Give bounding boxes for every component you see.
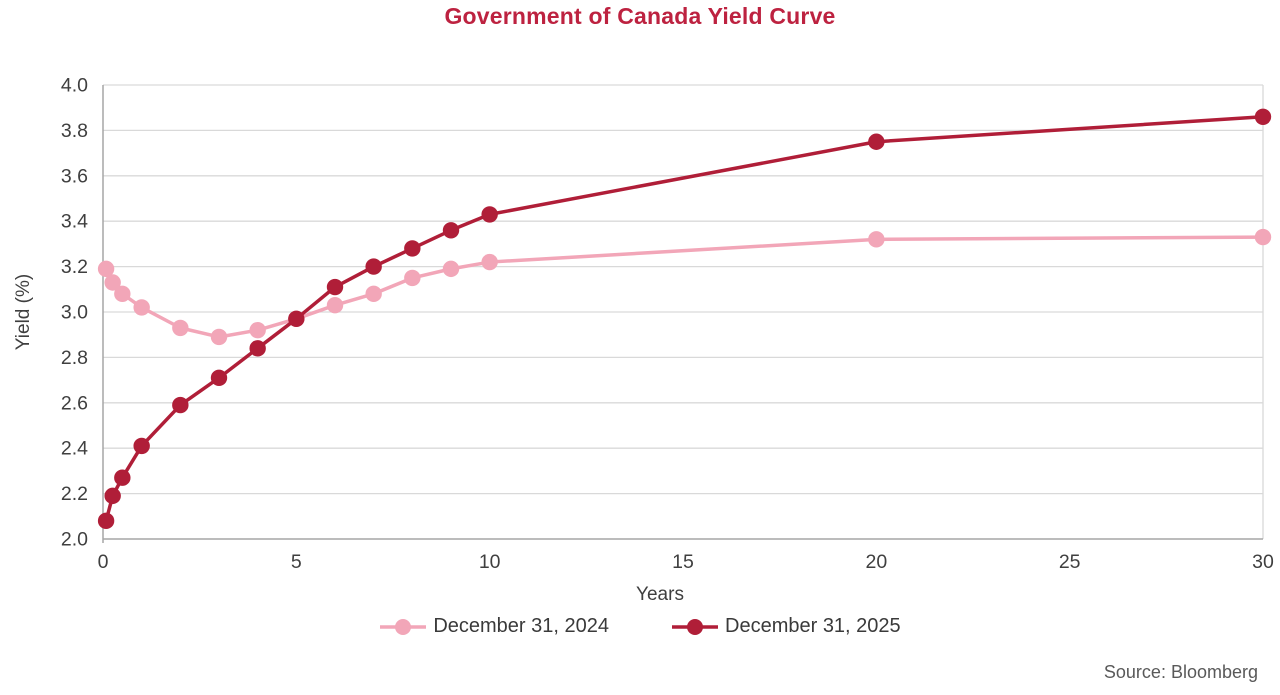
data-point-marker (104, 274, 121, 291)
data-point-marker (442, 222, 460, 239)
y-tick-label: 3.4 (61, 211, 88, 233)
y-tick-label: 2.4 (61, 438, 88, 460)
data-point-marker (481, 253, 498, 271)
series-line (104, 115, 1264, 522)
data-point-marker (442, 260, 460, 278)
data-point-marker (868, 133, 885, 150)
source-note: Source: Bloomberg (1103, 662, 1258, 682)
x-tick-label: 25 (1059, 551, 1081, 573)
data-point-marker (365, 285, 382, 303)
x-tick-label: 0 (98, 551, 109, 573)
data-point-marker (249, 321, 266, 339)
legend-item: December 31, 2025 (671, 615, 901, 638)
y-tick-label: 2.8 (61, 347, 88, 369)
legend: December 31, 2024 December 31, 2025 (0, 615, 1280, 638)
x-tick-label: 15 (672, 551, 694, 573)
y-tick-label: 3.0 (61, 302, 88, 324)
y-axis-label: Yield (%) (13, 273, 34, 351)
legend-label: December 31, 2024 (433, 615, 609, 637)
legend-item: December 31, 2024 (379, 615, 609, 638)
x-tick-label: 10 (479, 551, 501, 573)
data-point-marker (114, 285, 131, 303)
y-tick-label: 2.6 (61, 392, 88, 414)
data-point-marker (133, 437, 150, 455)
data-point-marker (326, 296, 344, 314)
data-point-marker (210, 328, 228, 346)
data-point-marker (249, 340, 266, 357)
legend-swatch (380, 618, 427, 635)
data-point-marker (104, 487, 121, 505)
data-point-marker (404, 240, 421, 257)
data-point-marker (133, 299, 150, 316)
x-tick-label: 30 (1252, 551, 1274, 573)
data-point-marker (97, 512, 115, 530)
data-point-marker (172, 396, 189, 414)
x-tick-label: 20 (865, 551, 887, 573)
x-tick-label: 5 (291, 551, 302, 573)
chart-title: Government of Canada Yield Curve (444, 3, 836, 29)
y-tick-label: 3.6 (61, 165, 88, 187)
y-tick-label: 3.2 (61, 256, 88, 278)
legend-swatch (672, 618, 718, 635)
data-point-marker (1254, 108, 1272, 125)
y-tick-label: 4.0 (61, 75, 88, 97)
y-tick-label: 2.0 (61, 529, 88, 551)
data-point-marker (1254, 228, 1272, 246)
x-axis-label: Years (636, 584, 684, 605)
y-tick-label: 2.2 (61, 483, 88, 505)
data-point-marker (868, 231, 885, 248)
data-point-marker (481, 206, 498, 223)
yield-curve-plot: 2.0 2.2 2.4 2.6 2.8 3.0 3.2 3.4 3.6 3.8 4.0 0 5 10 15 2… (61, 75, 1274, 574)
data-point-marker (210, 369, 228, 387)
data-point-marker (97, 260, 115, 278)
data-point-marker (172, 319, 189, 337)
data-point-marker (288, 310, 305, 328)
data-point-marker (326, 278, 344, 296)
legend-label: December 31, 2025 (725, 615, 901, 637)
series-line (104, 235, 1264, 339)
data-point-marker (404, 269, 421, 287)
data-point-marker (114, 469, 131, 486)
data-point-marker (365, 258, 382, 275)
y-tick-label: 3.8 (61, 120, 88, 142)
